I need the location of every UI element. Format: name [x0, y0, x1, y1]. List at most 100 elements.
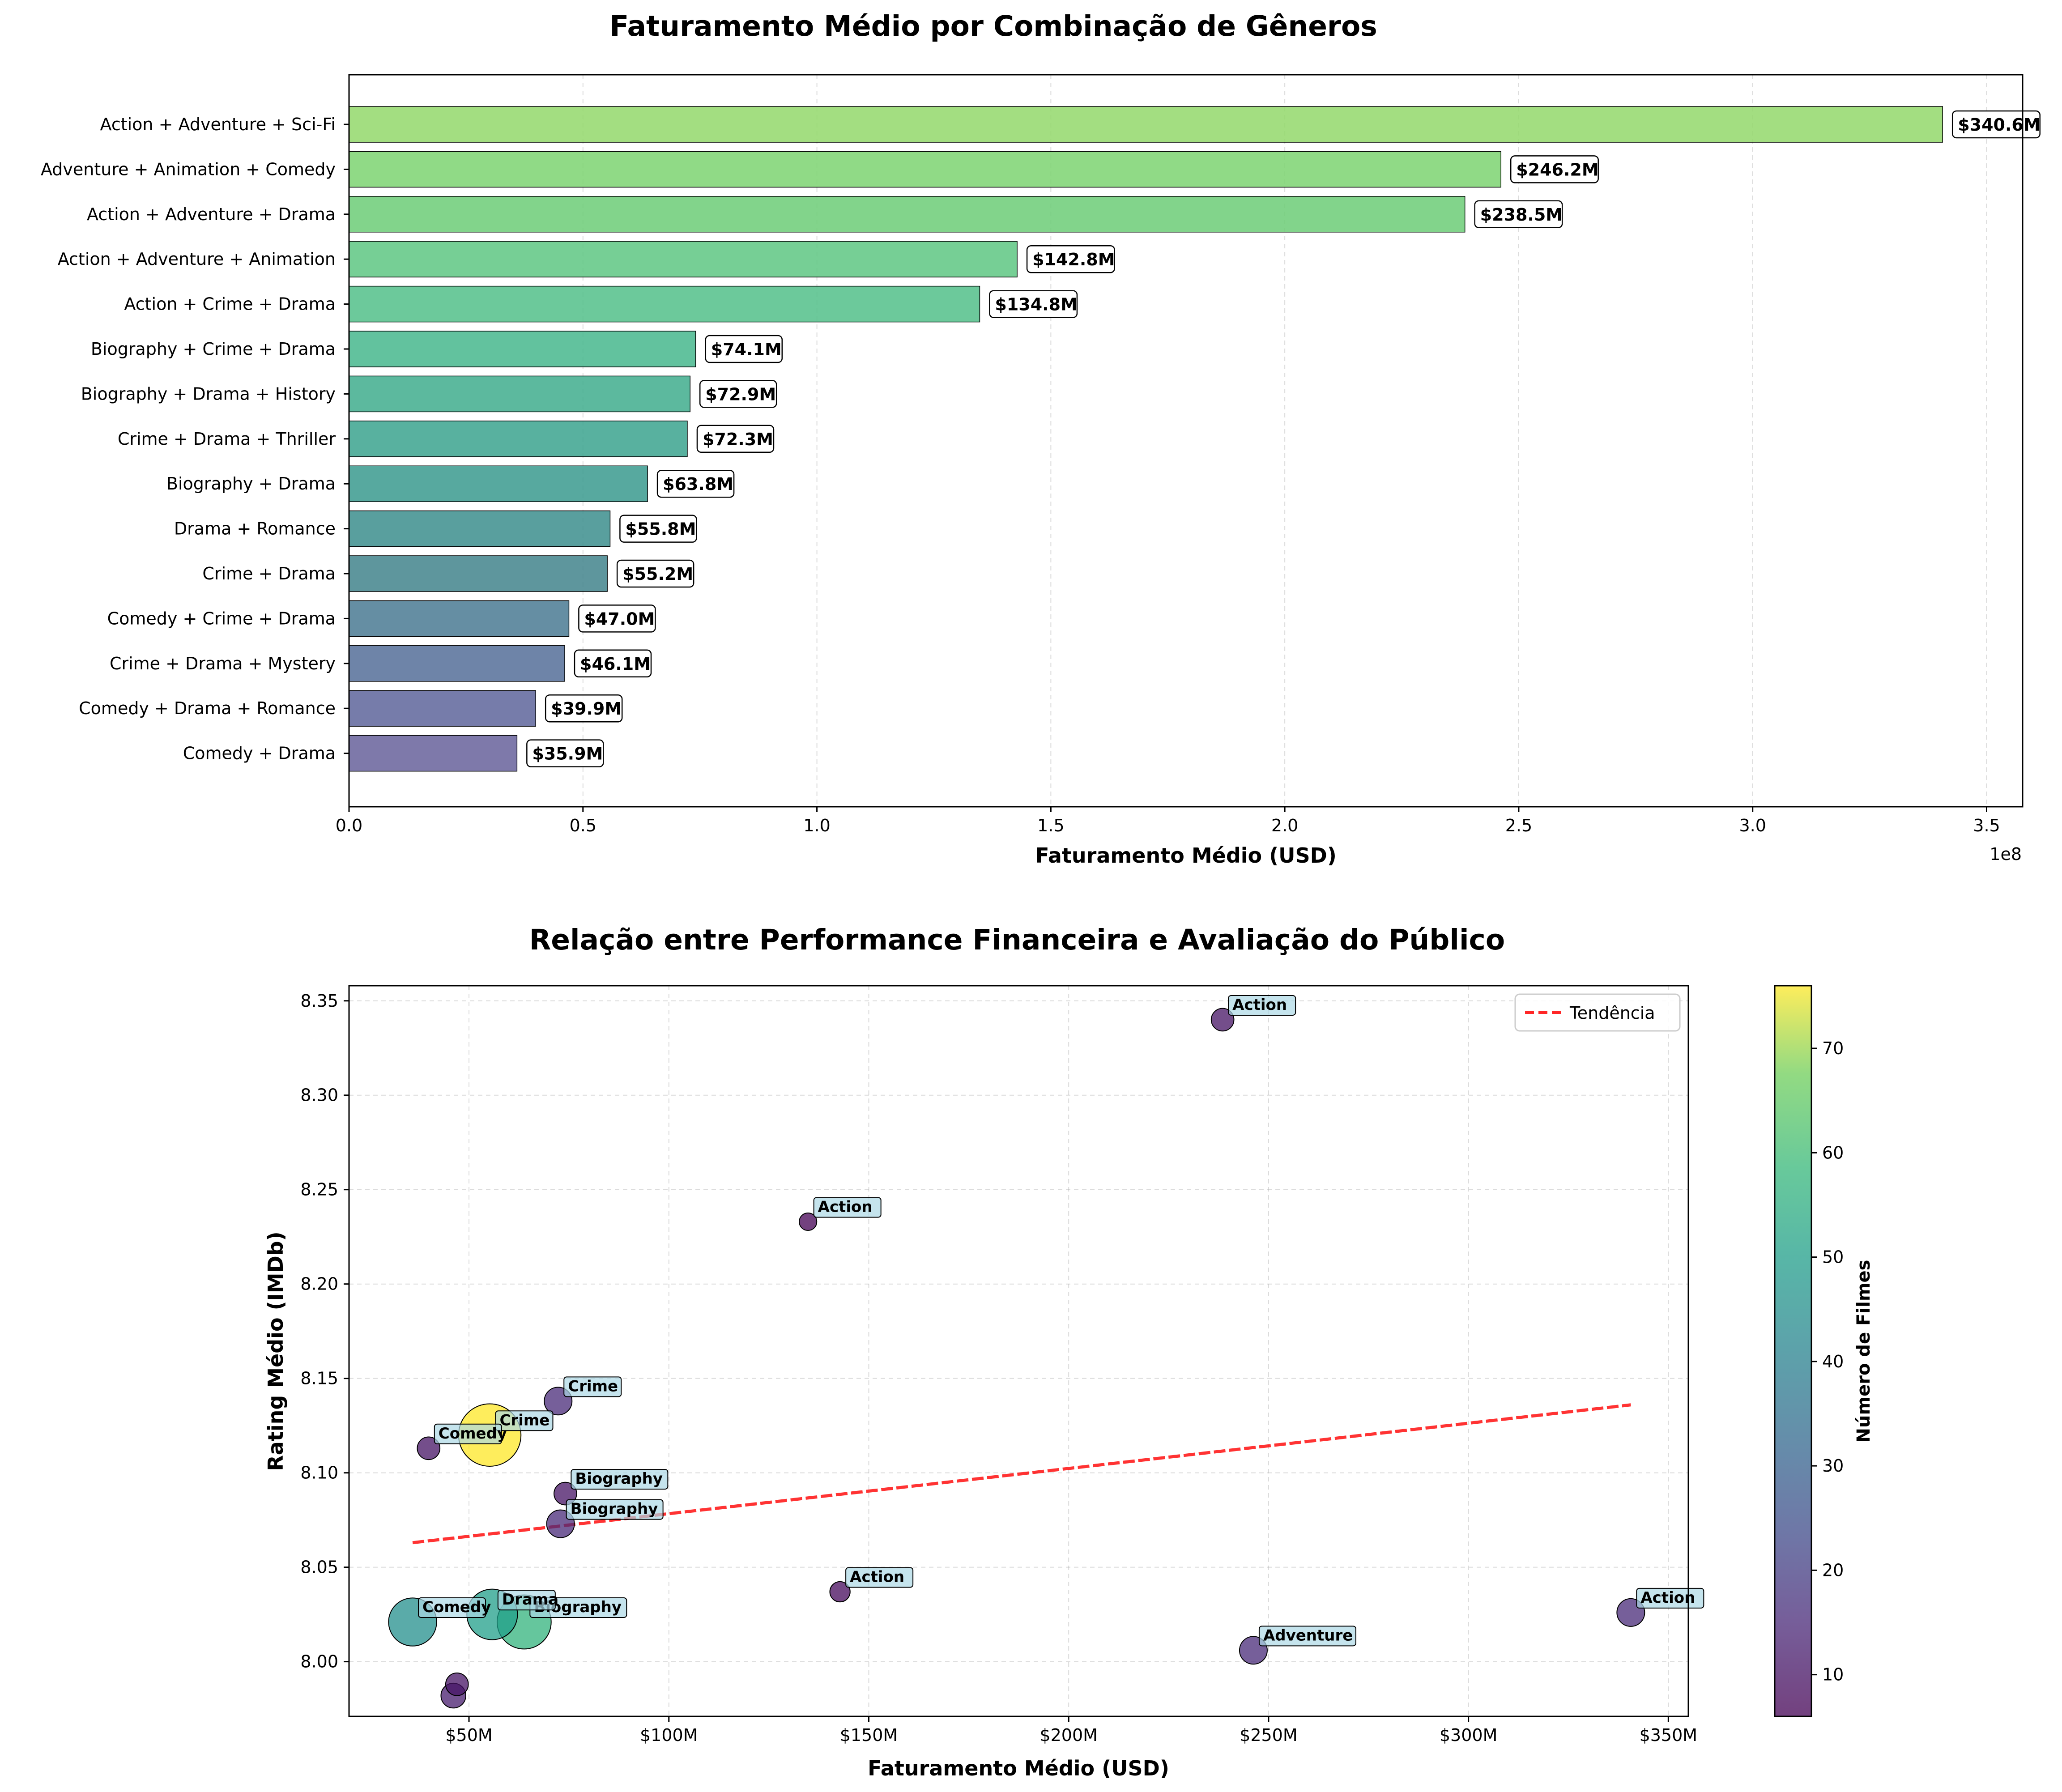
- bar: [349, 690, 536, 727]
- category-label: Adventure + Animation + Comedy: [41, 159, 336, 179]
- annotation-box: [566, 1499, 664, 1520]
- value-label: $55.8M: [625, 519, 696, 539]
- colorbar-ticks: 10 20 30 40 50 60 70: [1811, 1039, 1844, 1685]
- annotation-box: [495, 1410, 554, 1431]
- legend-box: [1514, 993, 1681, 1032]
- colorbar-tick-label: 10: [1822, 1665, 1844, 1685]
- top-chart-value-labels: $340.6M $246.2M $238.5M $142.8M $134.8M $74.1…: [526, 110, 2041, 767]
- bar: [349, 555, 608, 592]
- value-label-box: [656, 469, 735, 498]
- scatter-point: [417, 1436, 441, 1460]
- scatter-point: [1210, 1008, 1235, 1032]
- top-x-tick-label: 1.5: [1037, 816, 1064, 835]
- bar: [349, 151, 1501, 188]
- colorbar-tick-label: 20: [1822, 1560, 1844, 1580]
- category-label: Biography + Drama + History: [81, 384, 336, 404]
- top-x-tick-label: 0.5: [570, 816, 596, 835]
- point-annotation: Comedy: [422, 1598, 491, 1616]
- category-label: Biography + Drama: [166, 474, 336, 494]
- bottom-chart-title: Relação entre Performance Financeira e A…: [529, 924, 1505, 956]
- bottom-y-tick-label: 8.25: [300, 1180, 338, 1200]
- category-label: Comedy + Drama: [183, 744, 336, 763]
- scatter-point: [829, 1581, 851, 1603]
- colorbar-tick-label: 70: [1822, 1039, 1844, 1058]
- bar: [349, 600, 570, 637]
- annotation-box: [571, 1469, 669, 1490]
- point-annotation: Action: [1640, 1589, 1695, 1607]
- scatter-point: [799, 1212, 818, 1231]
- annotation-box: [845, 1567, 914, 1588]
- value-label-box: [616, 559, 694, 588]
- top-chart-x-offset-label: 1e8: [1990, 844, 2022, 864]
- top-chart-x-axis-label: Faturamento Médio (USD): [1035, 843, 1337, 868]
- annotation-box: [1636, 1588, 1704, 1609]
- colorbar-tick-label: 40: [1822, 1352, 1844, 1371]
- colorbar-frame: [1774, 985, 1812, 1717]
- bottom-y-tick-label: 8.00: [300, 1652, 338, 1672]
- value-label-box: [1474, 200, 1563, 229]
- value-label-box: [578, 604, 656, 633]
- category-label: Action + Adventure + Drama: [87, 204, 336, 224]
- value-label: $340.6M: [1958, 115, 2040, 135]
- top-chart-frame: [348, 74, 2024, 808]
- bottom-y-tick-label: 8.30: [300, 1085, 338, 1105]
- value-label: $72.3M: [703, 430, 773, 449]
- value-label-box: [619, 515, 697, 543]
- top-x-tick-label: 3.0: [1739, 816, 1766, 835]
- colorbar-gradient: [1775, 986, 1811, 1716]
- bottom-y-tick-label: 8.20: [300, 1274, 338, 1294]
- value-label: $134.8M: [995, 295, 1077, 315]
- bar: [349, 465, 648, 502]
- category-label: Crime + Drama: [202, 564, 336, 583]
- top-x-tick-label: 3.5: [1973, 816, 2000, 835]
- value-label-box: [696, 425, 775, 453]
- top-chart-title: Faturamento Médio por Combinação de Gêne…: [609, 10, 1377, 43]
- bottom-chart-legend: Tendência: [1514, 993, 1681, 1032]
- point-annotation: Action: [818, 1198, 873, 1216]
- value-label: $63.8M: [663, 474, 733, 494]
- colorbar-tick-label: 60: [1822, 1143, 1844, 1162]
- top-x-tick-label: 2.0: [1271, 816, 1298, 835]
- point-annotation: Action: [850, 1568, 904, 1586]
- bar: [349, 285, 980, 323]
- top-chart-bars: [349, 106, 1943, 772]
- point-annotation: Adventure: [1263, 1626, 1353, 1644]
- annotation-box: [563, 1376, 622, 1397]
- category-label: Crime + Drama + Mystery: [110, 654, 336, 673]
- bottom-y-tick-label: 8.10: [300, 1463, 338, 1483]
- value-label: $35.9M: [532, 744, 603, 764]
- bottom-chart-annotations: Action Adventure Action Action Action Biograp…: [418, 995, 1704, 1647]
- top-x-tick-label: 0.0: [336, 816, 362, 835]
- value-label: $142.8M: [1032, 250, 1115, 269]
- point-annotation: Drama: [502, 1591, 558, 1609]
- annotation-box: [497, 1590, 556, 1611]
- bottom-chart-y-ticks: 8.00 8.05 8.10 8.15 8.20 8.25 8.30 8.35: [300, 991, 349, 1672]
- bottom-x-tick-label: $150M: [840, 1725, 898, 1745]
- value-label: $238.5M: [1480, 205, 1563, 225]
- category-label: Drama + Romance: [174, 519, 336, 539]
- point-annotation: Biography: [575, 1470, 663, 1488]
- value-label-box: [574, 649, 652, 678]
- bottom-chart-frame: [348, 985, 1689, 1717]
- top-x-tick-label: 1.0: [803, 816, 830, 835]
- value-label: $47.0M: [584, 609, 655, 629]
- value-label-box: [545, 694, 623, 723]
- bar: [349, 645, 565, 682]
- value-label: $55.2M: [622, 564, 693, 584]
- annotation-box: [813, 1197, 882, 1218]
- colorbar-label: Número de Filmes: [1853, 1260, 1874, 1443]
- colorbar-tick-label: 30: [1822, 1456, 1844, 1476]
- value-label-box: [526, 739, 604, 767]
- bar: [349, 331, 696, 367]
- bar: [349, 196, 1466, 233]
- value-label: $39.9M: [551, 699, 622, 719]
- bottom-x-tick-label: $300M: [1440, 1725, 1498, 1745]
- bottom-x-tick-label: $350M: [1640, 1725, 1698, 1745]
- point-annotation: Comedy: [439, 1425, 507, 1443]
- point-annotation: Biography: [571, 1500, 658, 1518]
- point-annotation: Crime: [499, 1411, 550, 1429]
- value-label: $72.9M: [705, 384, 776, 404]
- bottom-chart-y-axis-label: Rating Médio (IMDb): [264, 1231, 288, 1471]
